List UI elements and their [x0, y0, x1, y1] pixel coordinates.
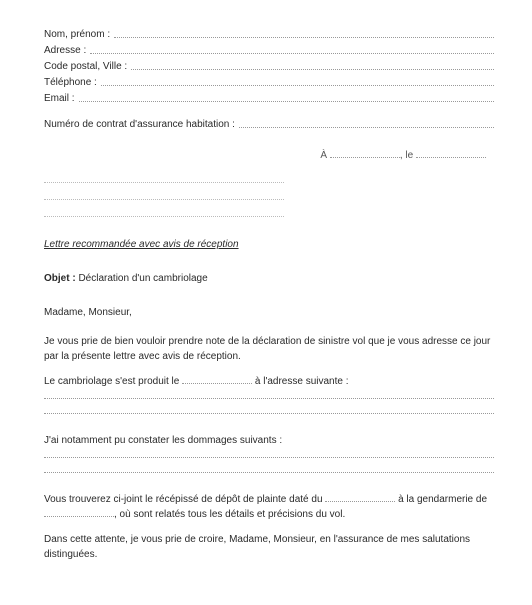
para3: J'ai notamment pu constater les dommages… [44, 433, 494, 448]
subject-text: Déclaration d'un cambriolage [78, 273, 207, 284]
sender-name-row: Nom, prénom : [44, 28, 494, 42]
recipient-postal [44, 207, 494, 222]
damage-fill-1 [44, 448, 494, 463]
para4-date-fill [325, 492, 395, 502]
recipient-address-fill [44, 190, 284, 200]
sender-address-row: Adresse : [44, 44, 494, 58]
address-fill-2 [44, 404, 494, 419]
sender-address-fill [90, 44, 494, 54]
para4-b: à la gendarmerie de [395, 494, 487, 505]
address-fill-1 [44, 389, 494, 404]
para4-gendarmerie-fill [44, 507, 114, 517]
contract-row: Numéro de contrat d'assurance habitation… [44, 118, 494, 132]
sender-postal-row: Code postal, Ville : [44, 60, 494, 74]
closing: Dans cette attente, je vous prie de croi… [44, 532, 494, 562]
subject-line: Objet : Déclaration d'un cambriolage [44, 272, 494, 286]
recipient-name-fill [44, 173, 284, 183]
para4-c: , où sont relatés tous les détails et pr… [114, 509, 345, 520]
para4: Vous trouverez ci-joint le récépissé de … [44, 492, 494, 522]
recipient-address [44, 190, 494, 205]
para1: Je vous prie de bien vouloir prendre not… [44, 334, 494, 364]
para4-a: Vous trouverez ci-joint le récépissé de … [44, 494, 325, 505]
sender-phone-label: Téléphone : [44, 76, 97, 90]
subject-label: Objet : [44, 273, 76, 284]
date-fill [416, 148, 486, 158]
salutation: Madame, Monsieur, [44, 306, 494, 320]
letter-type: Lettre recommandée avec avis de réceptio… [44, 238, 494, 252]
recipient-name [44, 173, 494, 188]
sender-name-label: Nom, prénom : [44, 28, 110, 42]
place-date: À , le [44, 148, 486, 163]
date-sep: , le [400, 150, 413, 161]
sender-phone-row: Téléphone : [44, 76, 494, 90]
para2-date-fill [182, 374, 252, 384]
para2-b: à l'adresse suivante : [252, 376, 348, 387]
sender-postal-label: Code postal, Ville : [44, 60, 127, 74]
sender-name-fill [114, 28, 494, 38]
sender-postal-fill [131, 60, 494, 70]
sender-phone-fill [101, 76, 494, 86]
place-prefix: À [320, 150, 327, 161]
para2: Le cambriolage s'est produit le à l'adre… [44, 374, 494, 389]
place-fill [330, 148, 400, 158]
sender-address-label: Adresse : [44, 44, 86, 58]
sender-email-row: Email : [44, 92, 494, 106]
damage-fill-2 [44, 463, 494, 478]
contract-label: Numéro de contrat d'assurance habitation… [44, 118, 235, 132]
contract-fill [239, 118, 494, 128]
para2-a: Le cambriolage s'est produit le [44, 376, 182, 387]
recipient-postal-fill [44, 207, 284, 217]
sender-email-fill [79, 92, 494, 102]
sender-email-label: Email : [44, 92, 75, 106]
